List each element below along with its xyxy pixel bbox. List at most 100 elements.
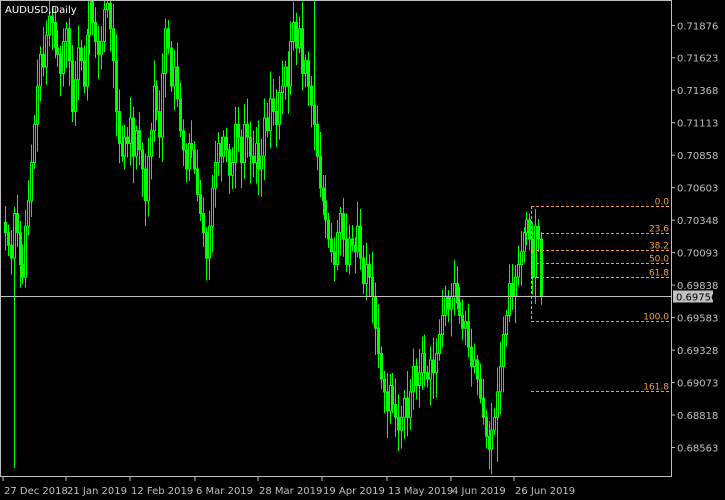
candle (304, 54, 307, 88)
candle (193, 140, 196, 175)
candle (517, 245, 520, 286)
candle (368, 254, 371, 297)
candle (59, 45, 62, 97)
candle (7, 224, 10, 257)
candle (406, 371, 409, 437)
candle (461, 299, 464, 341)
candle (377, 304, 380, 369)
candle (496, 367, 499, 462)
candle (234, 106, 237, 189)
candle (490, 402, 493, 475)
candle (36, 59, 39, 152)
candle (365, 242, 368, 300)
y-tick-label: 0.71368 (677, 86, 718, 97)
x-tick-label: 13 May 2019 (388, 486, 453, 497)
current-price-tag: 0.69756 (673, 290, 717, 304)
candle (269, 71, 272, 149)
candle (502, 316, 505, 393)
candle (458, 286, 461, 325)
time-axis[interactable]: 27 Dec 2018 21 Jan 2019 12 Feb 2019 6 Mar 2… (2, 477, 575, 497)
candle (525, 211, 528, 246)
candle (292, 1, 295, 51)
candle (327, 212, 330, 248)
candle (423, 334, 426, 387)
candle (62, 28, 65, 87)
candle (316, 105, 319, 171)
candle (54, 7, 57, 59)
candle (298, 16, 301, 54)
y-tick-label: 0.70093 (677, 249, 718, 260)
candle (418, 348, 421, 408)
candle (485, 410, 488, 449)
candle (4, 206, 7, 251)
candle (467, 303, 470, 358)
candle (330, 222, 333, 263)
fibonacci-retracement[interactable]: 0.0 23.6 38.2 50.0 61.8 100.0 161.8 (531, 198, 671, 393)
candle (246, 98, 249, 158)
candle (275, 89, 278, 148)
candle (281, 60, 284, 115)
candle (400, 405, 403, 449)
candle (100, 26, 103, 70)
candle (211, 175, 214, 253)
candle (182, 119, 185, 167)
price-axis[interactable]: 0.71876 0.71623 0.71368 0.71113 0.70858 0.706… (671, 22, 718, 455)
candle (342, 197, 345, 257)
candle (249, 121, 252, 184)
fib-level-label: 50.0 (649, 255, 669, 265)
candle (30, 144, 33, 218)
candle (83, 45, 86, 94)
candle (351, 224, 354, 252)
candle (48, 0, 51, 47)
candle (237, 107, 240, 152)
candle (118, 89, 121, 164)
y-tick-label: 0.69328 (677, 346, 718, 357)
fib-level-label: 61.8 (649, 269, 669, 279)
candle (45, 20, 48, 85)
candle (528, 213, 531, 250)
candle (106, 0, 109, 18)
y-tick-label: 0.68818 (677, 411, 718, 422)
candle (188, 133, 191, 181)
x-tick-label: 4 Jun 2019 (452, 486, 506, 497)
candle (339, 207, 342, 255)
candle (415, 358, 418, 400)
candle (202, 197, 205, 248)
candle (540, 232, 543, 305)
candle (394, 378, 397, 437)
candle (21, 244, 24, 285)
candle (333, 237, 336, 282)
candle (438, 319, 441, 361)
candle (432, 337, 435, 400)
candle (27, 180, 30, 235)
candle (356, 201, 359, 258)
candle (295, 12, 298, 66)
candle (150, 122, 153, 180)
x-tick-label: 26 Jun 2019 (515, 486, 575, 497)
candle (167, 19, 170, 54)
candle (348, 224, 351, 275)
candle (482, 378, 485, 425)
x-tick-label: 28 Mar 2019 (259, 486, 322, 497)
candle (179, 82, 182, 138)
candle (214, 141, 217, 208)
candle (77, 25, 80, 100)
candle (80, 39, 83, 71)
candle (155, 80, 158, 121)
candle (19, 220, 22, 288)
candle (71, 44, 74, 123)
candle (263, 98, 266, 181)
candle (260, 138, 263, 197)
candle (199, 180, 202, 222)
candle (493, 408, 496, 436)
candle (126, 127, 129, 158)
y-tick-label: 0.70603 (677, 184, 718, 195)
candle (231, 147, 234, 190)
y-tick-label: 0.69583 (677, 314, 718, 325)
candle (240, 129, 243, 189)
candle (68, 18, 71, 87)
candle (313, 0, 316, 151)
candles-layer (4, 0, 543, 475)
